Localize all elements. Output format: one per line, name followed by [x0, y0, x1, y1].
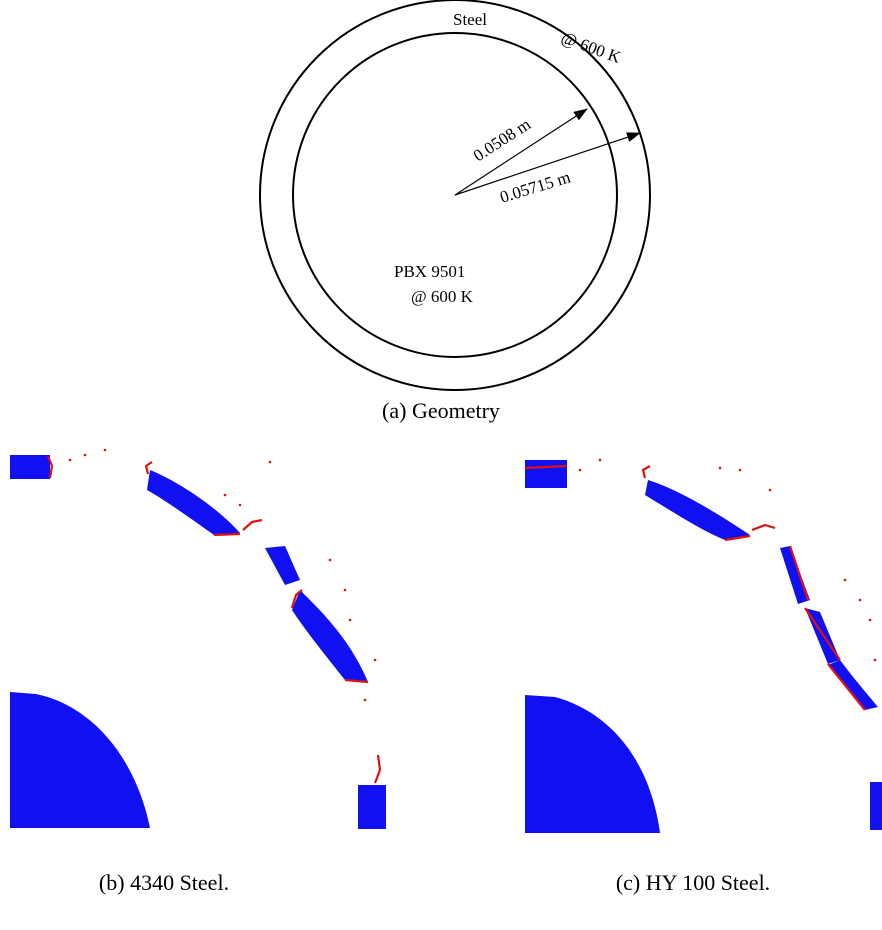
red-debris-particles [578, 458, 877, 662]
fragment-upper-shell [144, 461, 263, 537]
pbx-label: PBX 9501 [394, 262, 465, 281]
simulation-panel-hy100: (c) HY 100 Steel. [524, 458, 882, 895]
outer-steel-circle [259, 0, 651, 391]
fragment-upper-shell [641, 465, 776, 542]
outer-radius-label: 0.05715 m [498, 167, 573, 206]
inner-radius-label: 0.0508 m [470, 114, 534, 165]
fragment-top-left [10, 455, 54, 479]
fragment-bottom-right [870, 782, 882, 830]
caption-4340-steel: (b) 4340 Steel. [99, 870, 229, 895]
pbx-temperature-label: @ 600 K [411, 287, 474, 306]
simulation-panel-4340: (b) 4340 Steel. [10, 448, 386, 895]
geometry-caption: (a) Geometry [382, 398, 500, 423]
outer-radius-arrow [454, 132, 641, 196]
caption-hy100-steel: (c) HY 100 Steel. [616, 870, 770, 895]
fragment-top-left [524, 460, 568, 488]
fragment-middle-shell [265, 546, 369, 684]
inner-radius-arrow [454, 108, 588, 196]
steel-temperature-label: @ 600 K [559, 28, 624, 67]
explosive-core-quadrant [10, 692, 150, 828]
steel-label: Steel [453, 10, 487, 29]
fragment-middle-shell [780, 545, 878, 711]
geometry-diagram: Steel @ 600 K 0.0508 m 0.05715 m PBX 950… [259, 0, 651, 423]
red-debris-particles [68, 448, 377, 702]
fragment-bottom-right [358, 754, 386, 829]
explosive-core-quadrant [525, 695, 660, 833]
inner-explosive-circle [292, 32, 618, 358]
